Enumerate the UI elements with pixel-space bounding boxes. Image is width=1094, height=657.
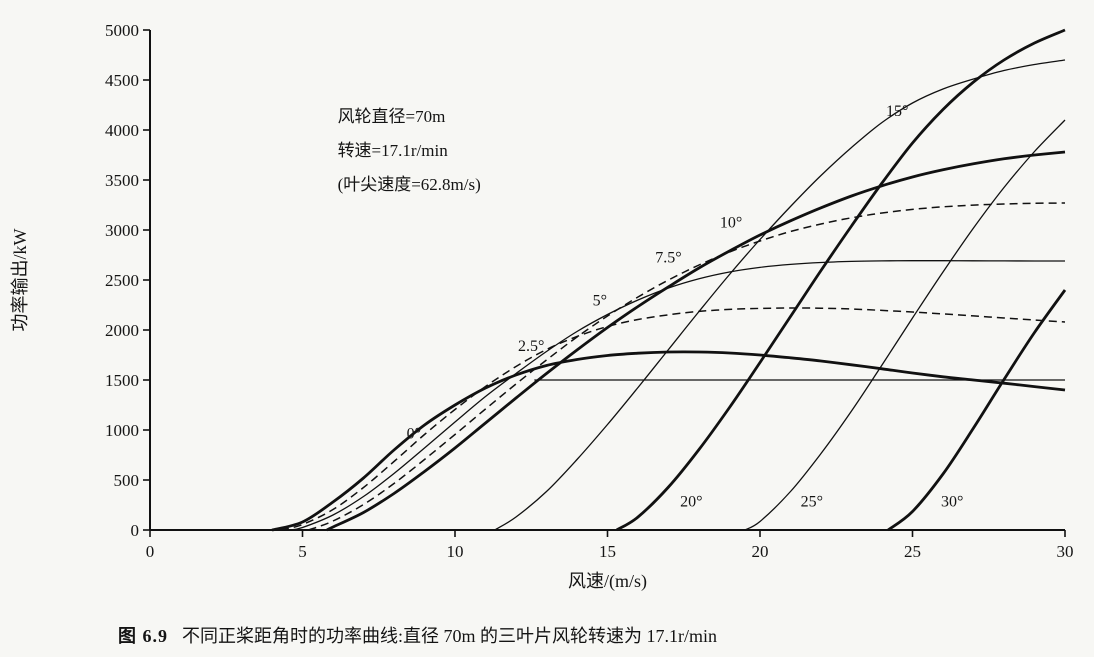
power-curves-chart: 0 500 1000 1500 2000 2500 3000 3500 4000 4500 5000… xyxy=(10,21,1074,592)
curve-label-15deg: 15° xyxy=(886,103,908,120)
y-tick-label: 5000 xyxy=(105,21,139,40)
y-tick-label: 1500 xyxy=(105,371,139,390)
x-tick-label: 0 xyxy=(146,542,155,561)
y-axis-title: 功率输出/kW xyxy=(10,228,30,331)
x-tick-label: 10 xyxy=(447,542,464,561)
curve-15deg xyxy=(494,59,1066,531)
y-tick-label: 2500 xyxy=(105,271,139,290)
curve-label-2.5deg: 2.5° xyxy=(518,338,544,355)
x-tick-label: 20 xyxy=(752,542,769,561)
curve-label-0deg: 0° xyxy=(407,426,421,443)
annotation-line-3: (叶尖速度=62.8m/s) xyxy=(338,175,481,194)
x-tick-label: 15 xyxy=(599,542,616,561)
x-tick-label: 30 xyxy=(1057,542,1074,561)
annotation-line-1: 风轮直径=70m xyxy=(338,107,446,126)
y-tick-label: 500 xyxy=(114,471,140,490)
x-tick-label: 5 xyxy=(298,542,307,561)
curve-25deg xyxy=(744,119,1066,531)
curve-30deg xyxy=(887,289,1067,532)
curve-5deg xyxy=(290,260,1065,531)
figure-caption: 图 6.9 不同正桨距角时的功率曲线:直径 70m 的三叶片风轮转速为 17.1r… xyxy=(118,622,717,648)
curve-label-30deg: 30° xyxy=(941,494,963,511)
curve-label-20deg: 20° xyxy=(680,494,702,511)
y-tick-label: 1000 xyxy=(105,421,139,440)
curve-7.5deg xyxy=(308,202,1066,531)
y-tick-label: 4500 xyxy=(105,71,139,90)
annotation-line-2: 转速=17.1r/min xyxy=(338,141,449,160)
y-tick-label: 4000 xyxy=(105,121,139,140)
curve-2.5deg xyxy=(280,307,1066,531)
figure-number: 图 6.9 xyxy=(118,626,168,646)
figure-caption-text: 不同正桨距角时的功率曲线:直径 70m 的三叶片风轮转速为 17.1r/min xyxy=(182,626,717,646)
x-axis-title: 风速/(m/s) xyxy=(568,571,647,592)
curve-label-7.5deg: 7.5° xyxy=(655,250,681,267)
x-tick-label: 25 xyxy=(904,542,921,561)
curve-0deg xyxy=(271,350,1066,532)
y-tick-label: 3000 xyxy=(105,221,139,240)
y-tick-label: 2000 xyxy=(105,321,139,340)
curve-20deg xyxy=(615,28,1066,532)
y-tick-label: 0 xyxy=(131,521,140,540)
curve-label-10deg: 10° xyxy=(720,215,742,232)
y-tick-label: 3500 xyxy=(105,171,139,190)
curve-label-25deg: 25° xyxy=(801,494,823,511)
curve-label-5deg: 5° xyxy=(593,293,607,310)
curve-10deg xyxy=(326,150,1066,532)
